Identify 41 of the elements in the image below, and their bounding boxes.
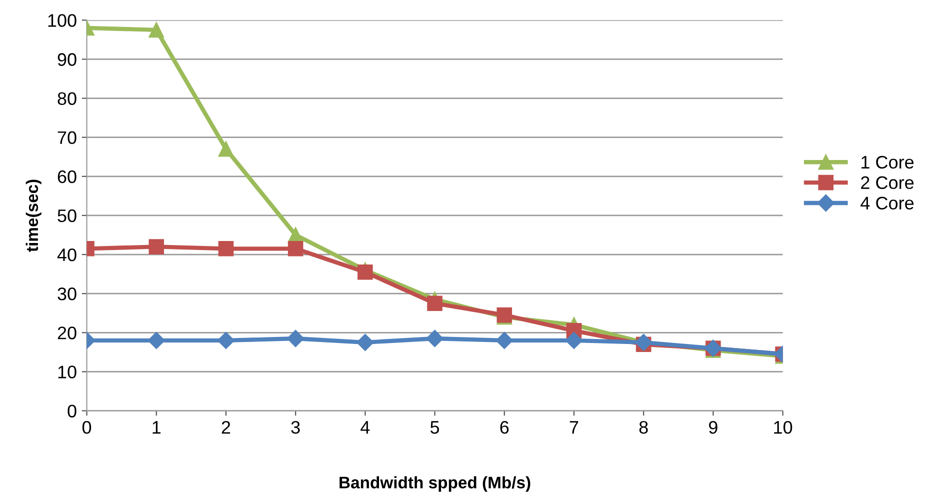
point xyxy=(356,334,374,351)
point xyxy=(218,141,234,157)
point xyxy=(218,241,234,256)
point xyxy=(217,332,235,350)
x-tick-label: 8 xyxy=(639,420,648,434)
y-tick-label: 30 xyxy=(58,288,76,300)
x-tick-label: 2 xyxy=(222,420,230,434)
x-tick-label: 0 xyxy=(82,420,92,434)
x-tick-label: 1 xyxy=(152,421,161,434)
x-tick-label: 9 xyxy=(709,420,718,434)
y-tick-label: 50 xyxy=(58,209,76,222)
point xyxy=(288,241,304,256)
x-tick-label: 10 xyxy=(774,420,792,434)
point xyxy=(287,330,304,348)
point xyxy=(565,332,583,350)
y-tick-label: 100 xyxy=(48,14,76,27)
x-tick-label: 7 xyxy=(570,421,578,434)
y-axis-title: time(sec) xyxy=(26,180,42,252)
legend-label: 1 Core xyxy=(862,156,914,169)
x-tick-label: 6 xyxy=(500,420,509,434)
y-tick-label: 20 xyxy=(58,326,76,340)
y-tick-label: 80 xyxy=(58,92,76,105)
x-tick-label: 5 xyxy=(430,421,440,434)
y-tick-label: 60 xyxy=(58,170,76,184)
y-tick-label: 90 xyxy=(58,53,76,66)
point xyxy=(358,264,373,280)
x-tick-label: 3 xyxy=(291,420,300,434)
legend-label: 4 Core xyxy=(860,196,914,210)
y-tick-label: 0 xyxy=(68,404,76,418)
point xyxy=(426,330,444,348)
y-tick-label: 40 xyxy=(57,248,76,262)
y-tick-label: 70 xyxy=(58,131,76,144)
point xyxy=(148,239,164,254)
point xyxy=(427,296,442,311)
point xyxy=(496,332,513,350)
y-tick-label: 10 xyxy=(58,366,76,378)
x-tick-label: 4 xyxy=(360,421,370,434)
point xyxy=(148,332,165,350)
x-axis-title: Bandwidth spped (Mb/s) xyxy=(340,476,530,492)
legend-label: 2 Core xyxy=(861,176,914,190)
point xyxy=(148,22,164,38)
